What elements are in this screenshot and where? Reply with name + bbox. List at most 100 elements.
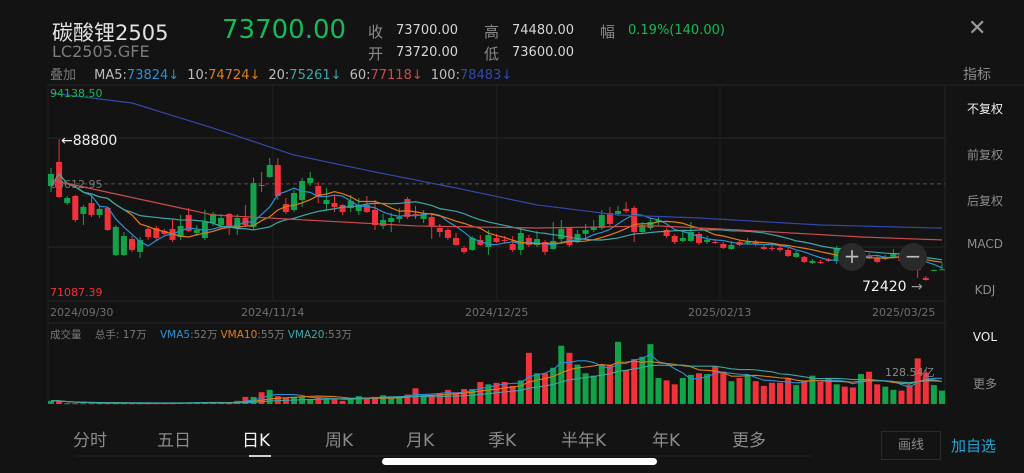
tab-9[interactable]: 更多 bbox=[732, 431, 766, 451]
volume-bar bbox=[307, 399, 314, 404]
candle-body bbox=[542, 241, 549, 252]
side-menu-item-更多[interactable]: 更多 bbox=[972, 377, 997, 391]
candle-body bbox=[436, 228, 443, 232]
candle-body bbox=[631, 207, 638, 232]
side-menu-item-kdj[interactable]: KDJ bbox=[974, 283, 996, 297]
volume-bar bbox=[598, 364, 605, 404]
volume-bar bbox=[574, 364, 581, 404]
vma-legend-item: VMA5:52万 bbox=[160, 329, 218, 341]
x-tick-label: 2024/12/25 bbox=[465, 306, 529, 319]
tab-2[interactable]: 五日 bbox=[157, 431, 191, 451]
zoom-out-button[interactable]: − bbox=[899, 243, 927, 271]
volume-bar bbox=[582, 373, 589, 404]
candle-body bbox=[833, 247, 840, 261]
candle-body bbox=[639, 224, 646, 232]
candle-body bbox=[323, 199, 330, 205]
draw-line-button[interactable]: 画线 bbox=[881, 431, 941, 460]
side-menu-item-macd[interactable]: MACD bbox=[967, 237, 1003, 251]
volume-bar bbox=[380, 395, 387, 404]
ma-legend-item: 100:78483↓ bbox=[431, 68, 512, 83]
volume-bar bbox=[558, 345, 565, 404]
low-marker: 72420 → bbox=[862, 279, 923, 295]
candle-body bbox=[129, 238, 135, 250]
candle-body bbox=[509, 243, 516, 250]
volume-bar bbox=[363, 397, 370, 404]
volume-bar bbox=[939, 390, 945, 404]
candle-body bbox=[299, 180, 306, 200]
y-min-label: 71087.39 bbox=[50, 286, 103, 299]
home-indicator[interactable] bbox=[382, 458, 657, 465]
candle-body bbox=[760, 246, 767, 249]
candle-body bbox=[48, 173, 54, 186]
candle-body bbox=[331, 202, 338, 207]
candle-body bbox=[274, 164, 281, 196]
candle-body bbox=[64, 197, 71, 203]
volume-bar bbox=[615, 341, 621, 404]
tab-4[interactable]: 周K bbox=[325, 431, 354, 451]
open-value: 73720.00 bbox=[396, 45, 459, 60]
volume-bar bbox=[388, 397, 395, 404]
ma-line-ma20 bbox=[50, 172, 943, 261]
candle-body bbox=[647, 221, 654, 229]
arrow-down-icon: ↓ bbox=[330, 68, 342, 83]
open-label: 开 bbox=[368, 45, 384, 63]
volume-bar bbox=[736, 378, 743, 404]
candle-body bbox=[801, 256, 808, 262]
side-menu-item-前复权[interactable]: 前复权 bbox=[966, 148, 1003, 162]
candle-body bbox=[404, 199, 411, 217]
indicator-button[interactable]: 指标 bbox=[963, 67, 991, 83]
candle-body bbox=[501, 239, 508, 241]
ma-line-ma10 bbox=[50, 172, 943, 263]
ma-value: 73824 bbox=[126, 68, 169, 83]
volume-bar bbox=[922, 372, 929, 404]
volume-bar bbox=[420, 396, 427, 404]
candle-body bbox=[137, 239, 144, 252]
side-menu-item-不复权[interactable]: 不复权 bbox=[966, 102, 1003, 116]
volume-bar bbox=[728, 381, 735, 404]
side-menu-item-后复权[interactable]: 后复权 bbox=[966, 194, 1003, 208]
ma-value: 77118 bbox=[370, 68, 412, 83]
candle-body bbox=[88, 202, 95, 215]
turnover-label: 128.54亿 bbox=[885, 366, 935, 379]
ma-legend: 叠加 MA5:73824↓ 10:74724↓ 20:75261↓ 60:77118↓… bbox=[50, 64, 520, 83]
tab-8[interactable]: 年K bbox=[652, 431, 681, 451]
volume-bar bbox=[639, 356, 646, 404]
low-value: 73600.00 bbox=[512, 45, 575, 60]
tab-3[interactable]: 日K bbox=[242, 431, 271, 451]
candle-body bbox=[210, 213, 216, 223]
volume-bar bbox=[696, 373, 702, 404]
tab-5[interactable]: 月K bbox=[406, 431, 435, 451]
candle-body bbox=[930, 269, 937, 271]
candle-body bbox=[477, 239, 484, 245]
x-tick-label: 2024/11/14 bbox=[241, 306, 305, 319]
high-label: 高 bbox=[484, 23, 500, 41]
volume-bar bbox=[444, 389, 451, 404]
ma-label: 100: bbox=[430, 68, 460, 83]
candle-body bbox=[461, 247, 468, 252]
candle-body bbox=[809, 260, 816, 263]
volume-bar bbox=[509, 385, 516, 404]
candle-body bbox=[558, 228, 565, 239]
volume-bar bbox=[266, 389, 273, 404]
zoom-in-button[interactable]: + bbox=[838, 243, 866, 271]
low-marker-value: 72420 bbox=[862, 279, 907, 295]
candle-body bbox=[388, 217, 395, 222]
volume-bar bbox=[372, 396, 378, 404]
tab-7[interactable]: 半年K bbox=[561, 431, 607, 451]
tab-6[interactable]: 季K bbox=[488, 431, 517, 451]
add-watchlist-button[interactable]: 加自选 bbox=[951, 437, 997, 455]
volume-legend: 成交量 总手: 17万 VMA5:52万 VMA10:55万 VMA20:53万 bbox=[50, 327, 355, 342]
high-value: 74480.00 bbox=[512, 23, 575, 38]
candle-body bbox=[890, 252, 897, 257]
candle-body bbox=[768, 247, 775, 249]
volume-bar bbox=[809, 375, 816, 404]
volume-bar bbox=[534, 373, 540, 404]
ma-legend-item: 10:74724↓ bbox=[187, 68, 260, 83]
close-icon[interactable]: ✕ bbox=[968, 16, 987, 41]
volume-bar bbox=[679, 378, 686, 404]
volume-bar bbox=[323, 399, 330, 404]
volume-bar bbox=[299, 396, 306, 404]
side-menu-item-vol[interactable]: VOL bbox=[972, 330, 998, 344]
tab-1[interactable]: 分时 bbox=[73, 431, 107, 451]
